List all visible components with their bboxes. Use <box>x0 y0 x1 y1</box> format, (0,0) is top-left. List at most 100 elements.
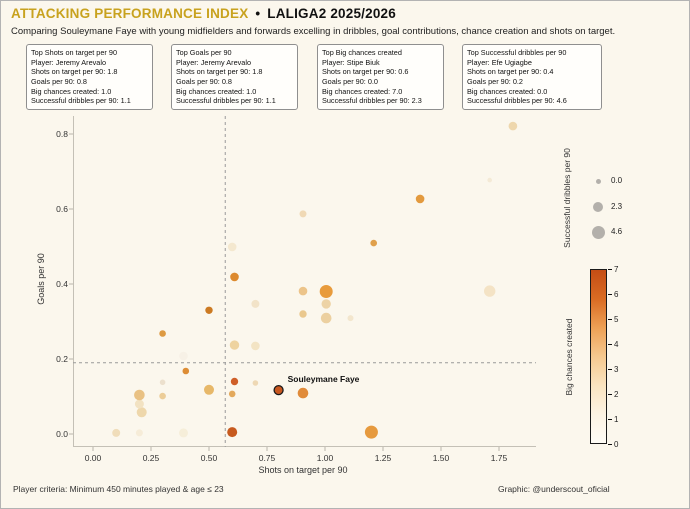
title-main: ATTACKING PERFORMANCE INDEX <box>11 6 249 21</box>
data-point <box>134 389 145 401</box>
colorbar-tick-label: 4 <box>614 339 619 349</box>
stat-line: Goals per 90: 0.0 <box>322 76 378 86</box>
stat-line: Big chances created: 7.0 <box>322 86 403 96</box>
data-point <box>229 340 240 350</box>
stat-box-title: Top Shots on target per 90 <box>31 48 117 57</box>
data-point <box>321 299 331 309</box>
data-point <box>252 380 259 386</box>
stat-line: Successful dribbles per 90: 4.6 <box>467 96 567 106</box>
y-tick-label: 0.6 <box>56 204 68 214</box>
y-tick-label: 0.4 <box>56 279 68 289</box>
colorbar-tick-mark <box>608 394 612 395</box>
player-criteria-note: Player criteria: Minimum 450 minutes pla… <box>13 484 224 494</box>
credit-note: Graphic: @underscout_oficial <box>498 484 610 494</box>
colorbar-tick-label: 7 <box>614 264 619 274</box>
x-axis-title: Shots on target per 90 <box>258 465 348 475</box>
colorbar-tick-label: 6 <box>614 289 619 299</box>
stat-line: Big chances created: 0.0 <box>467 86 548 96</box>
data-point <box>298 286 308 296</box>
data-point <box>227 242 237 252</box>
stat-line: Shots on target per 90: 0.4 <box>467 67 554 77</box>
data-point <box>159 392 166 400</box>
stat-line: Big chances created: 1.0 <box>176 86 257 96</box>
stat-box-title: Top Big chances created <box>322 48 402 57</box>
data-point <box>251 341 260 351</box>
data-point <box>136 407 147 418</box>
data-point <box>179 428 188 438</box>
stat-line: Big chances created: 1.0 <box>31 86 112 96</box>
colorbar-tick-label: 0 <box>614 439 619 449</box>
stat-line: Shots on target per 90: 0.6 <box>322 67 409 77</box>
data-point <box>415 194 425 204</box>
data-point <box>320 312 332 324</box>
stat-line: Goals per 90: 0.8 <box>31 76 87 86</box>
stat-line: Successful dribbles per 90: 1.1 <box>31 96 131 106</box>
stat-line: Goals per 90: 0.8 <box>176 76 232 86</box>
colorbar-tick-label: 5 <box>614 314 619 324</box>
x-tick-label: 0.50 <box>200 453 218 463</box>
x-tick-label: 1.75 <box>490 453 508 463</box>
stat-box-top-goals: Top Goals per 90 Player: Jeremy Arevalo … <box>171 44 298 110</box>
data-point <box>347 315 354 322</box>
stat-box-title: Top Goals per 90 <box>176 48 232 57</box>
data-point <box>487 177 493 183</box>
data-point <box>182 367 190 375</box>
y-axis-title: Goals per 90 <box>36 253 46 305</box>
colorbar-tick-mark <box>608 369 612 370</box>
data-point <box>508 121 518 131</box>
data-point <box>364 425 378 439</box>
title-competition: LALIGA2 2025/2026 <box>267 6 396 21</box>
data-point <box>159 330 166 337</box>
x-tick-label: 0.00 <box>84 453 102 463</box>
x-tick-label: 0.75 <box>258 453 276 463</box>
colorbar-title: Big chances created <box>564 318 574 396</box>
stat-box-top-dribbles: Top Successful dribbles per 90 Player: E… <box>462 44 602 110</box>
data-point <box>134 399 144 409</box>
size-legend-value: 0.0 <box>611 176 623 185</box>
subtitle: Comparing Souleymane Faye with young mid… <box>11 26 616 37</box>
page-title: ATTACKING PERFORMANCE INDEX • LALIGA2 20… <box>11 6 396 21</box>
colorbar-tick-mark <box>608 419 612 420</box>
size-legend-title: Successful dribbles per 90 <box>562 148 572 248</box>
data-point <box>227 427 238 438</box>
colorbar-gradient <box>590 269 607 444</box>
stat-line: Player: Jeremy Arevalo <box>176 57 252 67</box>
size-legend-value: 2.3 <box>611 201 623 211</box>
y-tick-label: 0.8 <box>56 129 68 139</box>
x-tick-label: 1.50 <box>432 453 450 463</box>
x-tick-label: 0.25 <box>142 453 160 463</box>
stat-box-top-big-chances: Top Big chances created Player: Stipe Bi… <box>317 44 444 110</box>
size-legend-circle <box>595 178 601 184</box>
data-point <box>484 285 496 297</box>
title-separator: • <box>255 6 261 21</box>
data-point <box>204 384 214 395</box>
colorbar-tick-label: 1 <box>614 414 619 424</box>
colorbar-tick-mark <box>608 444 612 445</box>
colorbar-tick-label: 3 <box>614 364 619 374</box>
stat-box-title: Top Successful dribbles per 90 <box>467 48 567 57</box>
data-point <box>159 379 166 386</box>
stat-line: Successful dribbles per 90: 1.1 <box>176 96 276 106</box>
y-tick-label: 0.0 <box>56 429 68 439</box>
colorbar-tick-mark <box>608 294 612 295</box>
data-point <box>230 272 239 282</box>
stat-line: Player: Efe Ugiagbe <box>467 57 532 67</box>
data-point <box>299 310 307 318</box>
stat-line: Shots on target per 90: 1.8 <box>176 67 263 77</box>
data-point <box>370 239 378 247</box>
data-point <box>299 210 307 218</box>
data-point <box>205 306 213 314</box>
stat-line: Player: Stipe Biuk <box>322 57 380 67</box>
data-point <box>251 299 260 308</box>
data-point <box>228 390 236 398</box>
x-tick-label: 1.25 <box>374 453 392 463</box>
stat-line: Player: Jeremy Arevalo <box>31 57 107 67</box>
size-legend-circle <box>593 201 603 212</box>
stat-line: Goals per 90: 0.2 <box>467 76 523 86</box>
scatter-plot-canvas: Souleymane Faye <box>69 116 536 451</box>
data-point <box>230 377 239 386</box>
scatter-plot: Souleymane Faye <box>69 114 548 459</box>
highlighted-data-point <box>273 384 284 396</box>
data-point <box>319 285 333 298</box>
